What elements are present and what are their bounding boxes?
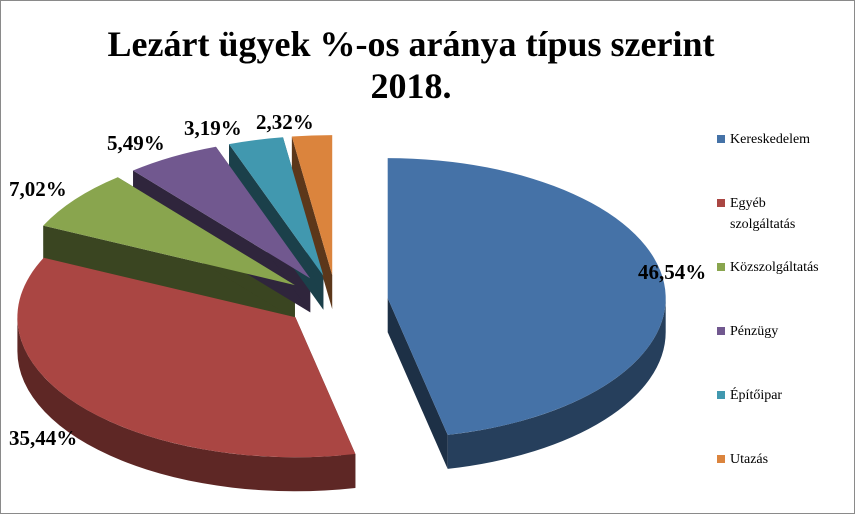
legend-swatch <box>717 391 725 399</box>
legend-swatch <box>717 263 725 271</box>
slice-wall-utazas-start <box>291 136 333 310</box>
chart-title: Lezárt ügyek %-os aránya típus szerint 2… <box>61 23 761 107</box>
legend-item-kereskedelem: Kereskedelem <box>717 129 852 193</box>
pie-top-layer <box>17 135 666 458</box>
slice-penzugy <box>133 146 311 279</box>
legend-label: Utazás <box>730 452 769 467</box>
slice-wall-kozszolgaltatas-start <box>43 225 295 320</box>
data-label-epitoipar: 3,19% <box>184 116 242 140</box>
pie-data-labels: 46,54% 35,44% 7,02% 5,49% 3,19% 2,32% <box>9 110 706 450</box>
chart-title-line-2: 2018. <box>370 66 452 106</box>
data-label-kozszolgaltatas: 7,02% <box>9 177 67 201</box>
legend-label: Egyéb szolgáltatás <box>730 196 796 232</box>
legend: Kereskedelem Egyéb szolgáltatás Közszolg… <box>717 129 852 513</box>
slice-kereskedelem <box>387 158 666 435</box>
legend-item-penzugy: Pénzügy <box>717 321 852 385</box>
legend-label: Kereskedelem <box>730 132 811 147</box>
legend-label: Közszolgáltatás <box>730 260 819 275</box>
legend-label: Pénzügy <box>730 324 779 339</box>
slice-egyeb-szolgaltatas <box>17 257 356 458</box>
legend-item-kozszolgaltatas: Közszolgáltatás <box>717 257 852 321</box>
legend-swatch <box>717 455 725 463</box>
legend-swatch <box>717 135 725 143</box>
legend-label: Építőipar <box>730 388 783 403</box>
slice-rim-egyeb-szolgaltatas <box>17 317 356 492</box>
slice-utazas <box>291 135 333 276</box>
data-label-penzugy: 5,49% <box>107 131 165 155</box>
slice-rim-kereskedelem <box>447 298 666 469</box>
legend-swatch <box>717 199 725 207</box>
legend-item-epitoipar: Építőipar <box>717 385 852 449</box>
data-label-utazas: 2,32% <box>256 110 314 134</box>
chart-title-line-1: Lezárt ügyek %-os aránya típus szerint <box>107 24 715 64</box>
legend-swatch <box>717 327 725 335</box>
data-label-egyeb-szolgaltatas: 35,44% <box>9 426 77 450</box>
data-label-kereskedelem: 46,54% <box>638 260 706 284</box>
legend-item-egyeb-szolgaltatas: Egyéb szolgáltatás <box>717 193 852 257</box>
slice-wall-kereskedelem-end <box>387 298 448 469</box>
slice-kozszolgaltatas <box>43 177 295 286</box>
legend-item-utazas: Utazás <box>717 449 852 513</box>
slice-epitoipar <box>229 137 324 276</box>
